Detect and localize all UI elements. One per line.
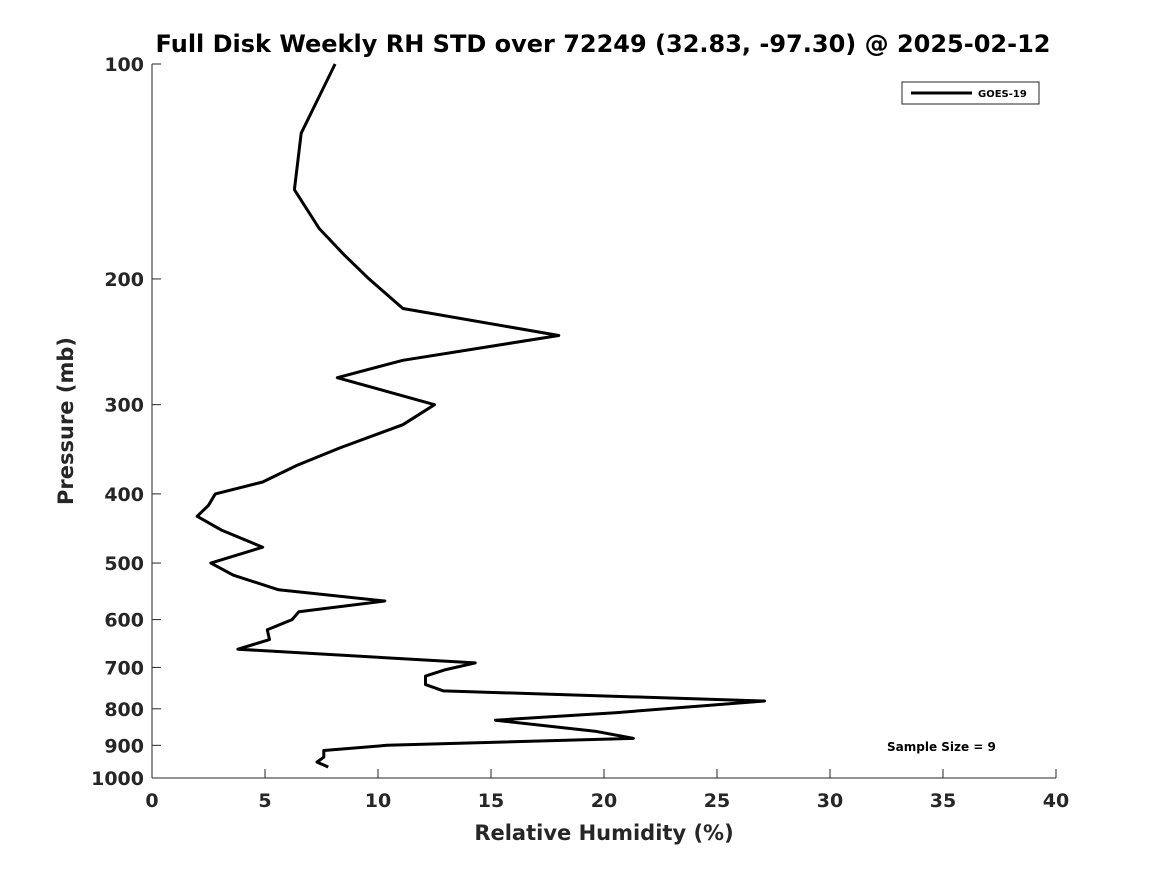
y-tick-label: 100 — [104, 54, 144, 76]
y-tick-label: 400 — [104, 484, 144, 506]
x-tick-label: 10 — [365, 790, 391, 812]
x-tick-label: 0 — [145, 790, 158, 812]
y-tick-label: 200 — [104, 269, 144, 291]
y-tick-label: 600 — [104, 610, 144, 632]
y-tick-label: 300 — [104, 395, 144, 417]
x-tick-label: 40 — [1043, 790, 1069, 812]
x-axis-label: Relative Humidity (%) — [474, 821, 733, 845]
x-tick-label: 5 — [258, 790, 271, 812]
legend-label: GOES-19 — [978, 89, 1027, 100]
plot-axes — [151, 64, 1056, 779]
x-tick-label: 15 — [478, 790, 504, 812]
x-tick-label: 25 — [704, 790, 730, 812]
sample-size-annotation: Sample Size = 9 — [887, 740, 996, 754]
x-tick-label: 30 — [817, 790, 843, 812]
y-tick-label: 800 — [104, 699, 144, 721]
y-tick-label: 1000 — [91, 768, 144, 790]
x-ticks: 0 5 10 15 20 25 30 35 40 — [145, 769, 1069, 812]
legend: GOES-19 — [901, 81, 1040, 105]
x-tick-label: 35 — [930, 790, 956, 812]
x-tick-label: 20 — [591, 790, 617, 812]
y-ticks: 100 200 300 400 500 600 700 800 900 1000 — [91, 54, 161, 790]
y-tick-label: 500 — [104, 553, 144, 575]
chart-title: Full Disk Weekly RH STD over 72249 (32.8… — [156, 30, 1051, 58]
y-tick-label: 700 — [104, 657, 144, 679]
y-axis-label: Pressure (mb) — [54, 337, 78, 505]
y-tick-label: 900 — [104, 735, 144, 757]
series-line-goes-19 — [195, 63, 766, 769]
